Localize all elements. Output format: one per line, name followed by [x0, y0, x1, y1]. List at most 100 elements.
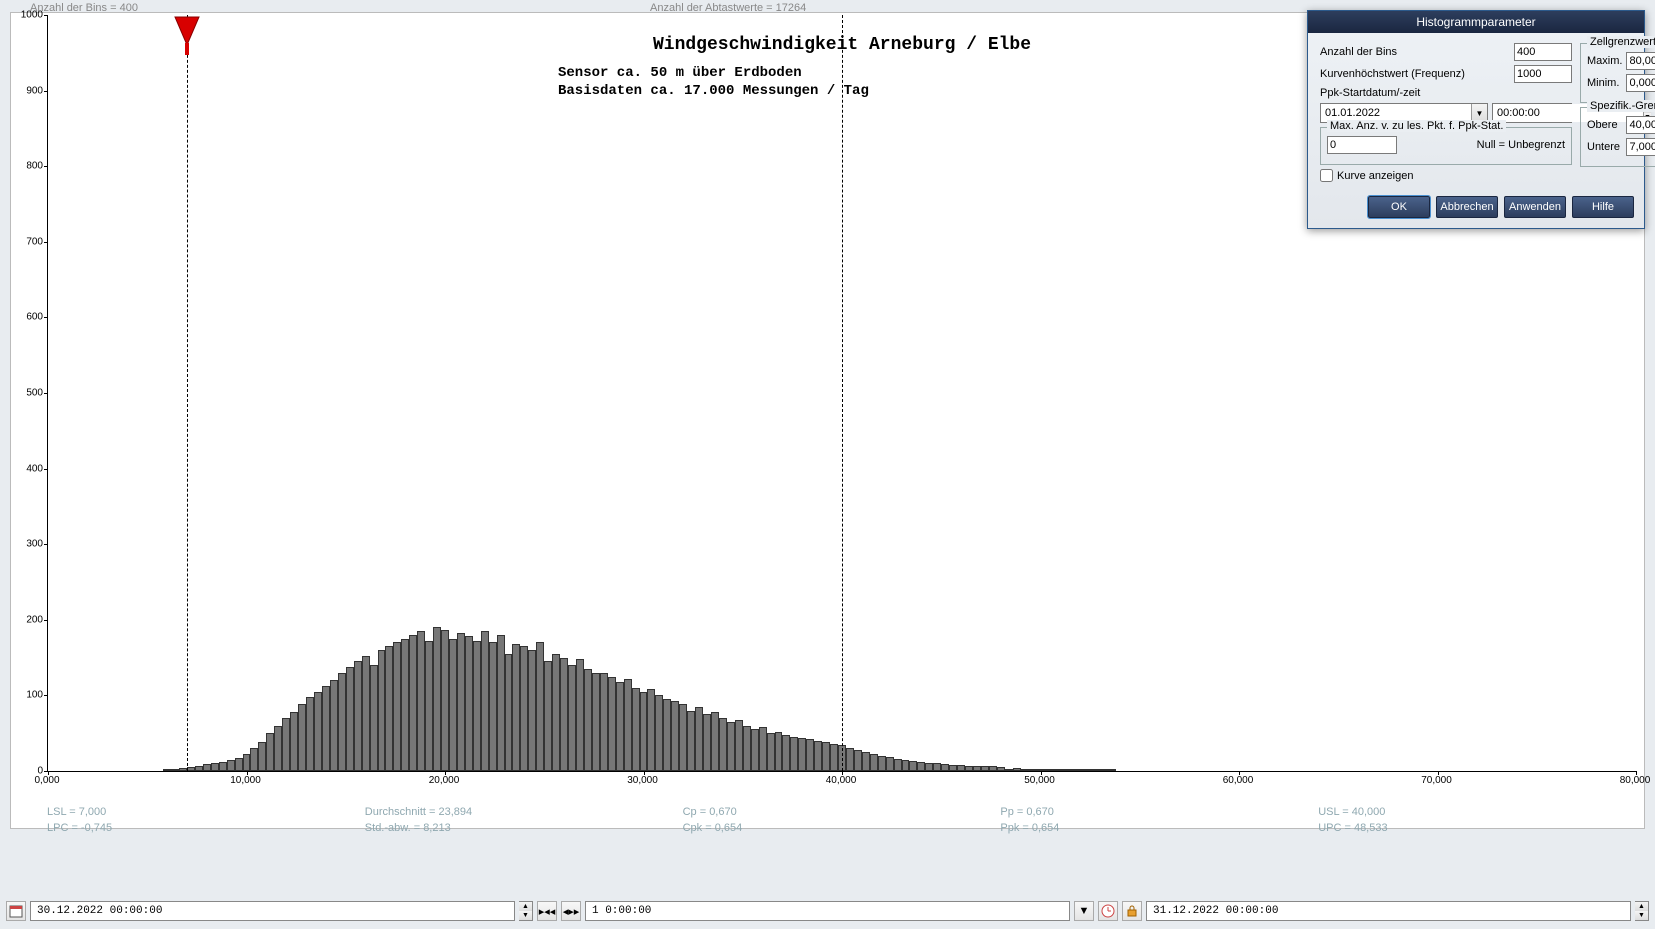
histogram-bar [989, 766, 997, 771]
cell-min-label: Minim. [1587, 77, 1622, 89]
histogram-bar [227, 760, 235, 771]
histogram-bar [862, 752, 870, 771]
histogram-bar [1068, 769, 1076, 771]
histogram-bar [258, 742, 266, 771]
histogram-bar [354, 661, 362, 771]
chart-subtitle-1: Sensor ca. 50 m über Erdboden [558, 65, 802, 81]
histogram-bar [362, 656, 370, 771]
histogram-bar [544, 661, 552, 771]
cell-min-input[interactable] [1626, 74, 1655, 92]
x-tick-label: 40,000 [826, 775, 857, 786]
histogram-bar [703, 714, 711, 771]
expand-icon[interactable]: ◂▸▸ [561, 901, 581, 921]
clock-icon[interactable] [1098, 901, 1118, 921]
histogram-bar [1092, 769, 1100, 771]
cell-limits-fieldset: Zellgrenzwerte Maxim. Minim. [1580, 43, 1655, 103]
spec-lower-input[interactable] [1626, 138, 1655, 156]
start-datetime-field[interactable]: 30.12.2022 00:00:00 [30, 901, 515, 921]
histogram-bar [743, 726, 751, 771]
histogram-bar [385, 646, 393, 771]
freq-label: Kurvenhöchstwert (Frequenz) [1320, 68, 1510, 80]
histogram-bar [560, 658, 568, 771]
x-tick-label: 60,000 [1223, 775, 1254, 786]
bottom-toolbar: 30.12.2022 00:00:00 ▲▼ ▸◂◂ ◂▸▸ 1 0:00:00… [6, 899, 1649, 923]
histogram-bar [814, 741, 822, 771]
cell-max-label: Maxim. [1587, 55, 1622, 67]
histogram-bar [203, 764, 211, 771]
dropdown-icon[interactable]: ▼ [1074, 901, 1094, 921]
end-datetime-field[interactable]: 31.12.2022 00:00:00 [1146, 901, 1631, 921]
histogram-bar [941, 764, 949, 771]
histogram-bar [1021, 769, 1029, 771]
start-datetime-value: 30.12.2022 00:00:00 [37, 905, 162, 917]
cancel-button[interactable]: Abbrechen [1436, 196, 1498, 218]
freq-input[interactable] [1514, 65, 1572, 83]
stat-cell: LSL = 7,000 [47, 806, 106, 818]
calendar-icon[interactable] [6, 901, 26, 921]
histogram-bar [719, 718, 727, 771]
histogram-bar [338, 673, 346, 771]
stat-cell: Std.-abw. = 8,213 [365, 822, 451, 834]
histogram-bar [759, 727, 767, 771]
histogram-bar [330, 680, 338, 771]
histogram-bar [663, 699, 671, 771]
histogram-bar [346, 667, 354, 771]
histogram-bar [1013, 768, 1021, 771]
histogram-bar [806, 739, 814, 771]
cell-max-input[interactable] [1626, 52, 1655, 70]
y-tick-label: 900 [13, 85, 43, 96]
curve-checkbox[interactable] [1320, 169, 1333, 182]
maxpts-input[interactable] [1327, 136, 1397, 154]
histogram-bar [830, 744, 838, 771]
end-spinner[interactable]: ▲▼ [1635, 901, 1649, 921]
spec-limit-line [187, 15, 188, 771]
bins-input[interactable] [1514, 43, 1572, 61]
histogram-bar [187, 767, 195, 771]
y-tick-label: 800 [13, 161, 43, 172]
shrink-icon[interactable]: ▸◂◂ [537, 901, 557, 921]
histogram-bar [520, 646, 528, 771]
y-tick-label: 400 [13, 463, 43, 474]
histogram-bar [1052, 769, 1060, 771]
histogram-bar [870, 754, 878, 771]
y-tick-label: 200 [13, 614, 43, 625]
histogram-bar [957, 765, 965, 771]
histogram-bar [933, 763, 941, 771]
histogram-bar [909, 761, 917, 771]
stat-cell: UPC = 48,533 [1318, 822, 1387, 834]
histogram-bar [735, 720, 743, 771]
spec-limit-line [842, 15, 843, 771]
spec-upper-input[interactable] [1626, 116, 1655, 134]
histogram-bar [576, 659, 584, 771]
start-spinner[interactable]: ▲▼ [519, 901, 533, 921]
histogram-bar [449, 639, 457, 771]
histogram-bar [751, 729, 759, 771]
y-tick-label: 600 [13, 312, 43, 323]
histogram-bar [894, 759, 902, 771]
histogram-bar [179, 768, 187, 771]
histogram-bar [600, 673, 608, 771]
ok-button[interactable]: OK [1368, 196, 1430, 218]
apply-button[interactable]: Anwenden [1504, 196, 1566, 218]
duration-field[interactable]: 1 0:00:00 [585, 901, 1070, 921]
histogram-bar [243, 754, 251, 771]
histogram-bar [457, 633, 465, 771]
stat-cell: Pp = 0,670 [1000, 806, 1054, 818]
limit-marker-icon[interactable] [167, 15, 207, 55]
histogram-bar [401, 639, 409, 771]
histogram-bar [306, 697, 314, 771]
histogram-bar [624, 679, 632, 771]
histogram-bar [393, 642, 401, 771]
histogram-bar [886, 757, 894, 771]
histogram-bar [981, 766, 989, 771]
y-tick-label: 700 [13, 236, 43, 247]
maxpts-hint: Null = Unbegrenzt [1401, 139, 1565, 151]
histogram-bar [512, 644, 520, 771]
lock-icon[interactable] [1122, 901, 1142, 921]
histogram-bar [767, 733, 775, 771]
histogram-bar [997, 767, 1005, 771]
histogram-bar [266, 733, 274, 771]
x-tick-label: 20,000 [429, 775, 460, 786]
spec-limits-legend: Spezifik.-Grenzw. [1587, 100, 1655, 112]
help-button[interactable]: Hilfe [1572, 196, 1634, 218]
